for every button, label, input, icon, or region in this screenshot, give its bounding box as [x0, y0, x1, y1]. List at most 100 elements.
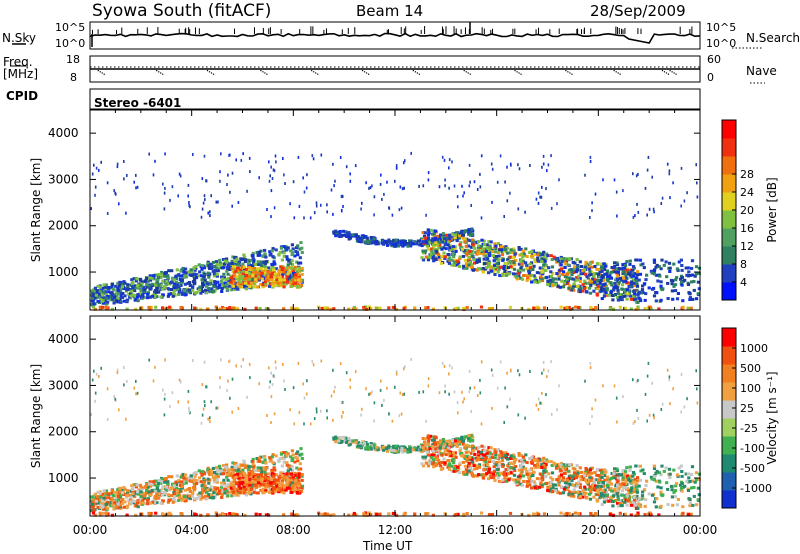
echo-cell — [456, 306, 460, 310]
echo-cell — [164, 477, 168, 480]
echo-cell — [440, 247, 444, 251]
echo-cell — [507, 261, 511, 265]
nave-dip — [465, 71, 467, 73]
echo-cell — [457, 438, 462, 442]
echo-cell — [143, 290, 147, 294]
echo-cell — [230, 486, 234, 490]
echo-cell — [300, 272, 304, 276]
echo-cell — [481, 473, 485, 476]
echo-cell — [365, 236, 369, 240]
echo-cell — [233, 473, 237, 477]
echo-cell — [210, 472, 214, 475]
echo-cell — [373, 213, 375, 217]
echo-cell — [300, 473, 304, 476]
echo-cell — [285, 454, 289, 457]
echo-cell — [297, 481, 301, 485]
echo-cell — [557, 271, 561, 274]
echo-cell — [398, 208, 401, 212]
echo-cell — [122, 505, 126, 509]
echo-cell — [413, 446, 417, 450]
echo-cell — [554, 281, 558, 285]
echo-cell — [533, 280, 537, 284]
echo-cell — [279, 265, 283, 269]
echo-cell — [632, 274, 636, 278]
echo-cell — [192, 483, 197, 487]
echo-cell — [110, 497, 114, 501]
echo-cell — [516, 269, 520, 273]
echo-cell — [205, 264, 209, 268]
echo-cell — [623, 289, 627, 293]
echo-cell — [679, 277, 683, 281]
echo-cell — [430, 232, 435, 236]
echo-cell — [469, 180, 471, 184]
echo-cell — [284, 483, 288, 487]
echo-cell — [444, 238, 449, 242]
nave-dip — [669, 70, 671, 72]
echo-cell — [392, 449, 396, 453]
echo-cell — [465, 253, 469, 257]
echo-cell — [615, 283, 619, 287]
echo-cell — [558, 178, 560, 182]
echo-cell — [440, 240, 444, 244]
echo-cell — [601, 275, 605, 278]
echo-cell — [300, 484, 305, 488]
echo-cell — [692, 288, 696, 292]
echo-cell — [561, 285, 565, 289]
echo-cell — [625, 288, 629, 292]
echo-cell — [291, 251, 295, 255]
echo-cell — [293, 267, 297, 271]
echo-cell — [556, 273, 561, 277]
echo-cell — [284, 282, 288, 286]
echo-cell — [207, 287, 211, 290]
echo-cell — [270, 272, 274, 276]
echo-cell — [520, 262, 524, 266]
echo-cell — [272, 474, 276, 478]
echo-cell — [288, 278, 293, 281]
echo-cell — [105, 501, 110, 505]
nave-dip — [569, 72, 571, 74]
echo-cell — [211, 475, 215, 479]
echo-cell — [147, 284, 151, 288]
echo-cell — [231, 490, 235, 494]
echo-cell — [552, 255, 556, 259]
echo-cell — [415, 242, 419, 246]
echo-cell — [274, 248, 278, 252]
echo-cell — [450, 232, 454, 236]
echo-cell — [98, 289, 102, 293]
echo-cell — [373, 195, 376, 199]
echo-cell — [294, 273, 298, 277]
echo-cell — [172, 291, 176, 295]
echo-cell — [224, 278, 228, 281]
echo-cell — [312, 157, 315, 161]
echo-cell — [559, 461, 563, 465]
echo-cell — [642, 266, 646, 270]
echo-cell — [306, 173, 308, 177]
echo-cell — [129, 289, 133, 293]
echo-cell — [254, 270, 258, 274]
echo-cell — [561, 273, 565, 276]
echo-cell — [539, 195, 541, 199]
echo-cell — [302, 176, 304, 180]
echo-cell — [263, 273, 267, 277]
echo-cell — [476, 188, 479, 191]
echo-cell — [282, 307, 286, 311]
echo-cell — [159, 481, 163, 485]
echo-cell — [259, 282, 263, 286]
echo-cell — [209, 214, 211, 218]
echo-cell — [193, 291, 197, 295]
echo-cell — [497, 473, 501, 477]
echo-cell — [136, 299, 140, 303]
echo-cell — [488, 307, 492, 310]
echo-cell — [332, 212, 334, 216]
echo-cell — [455, 231, 459, 235]
echo-cell — [180, 486, 184, 490]
echo-cell — [100, 299, 104, 303]
echo-cell — [126, 491, 130, 495]
echo-cell — [129, 292, 133, 295]
echo-cell — [575, 258, 579, 261]
echo-cell — [257, 263, 261, 266]
echo-cell — [278, 489, 282, 493]
echo-cell — [233, 480, 237, 484]
echo-cell — [680, 276, 684, 280]
echo-cell — [270, 165, 272, 169]
